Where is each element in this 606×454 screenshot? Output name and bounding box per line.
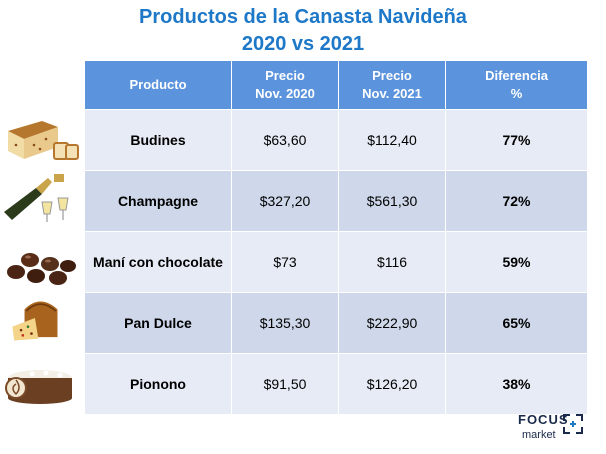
- header-precio-2021: Precio Nov. 2021: [338, 60, 446, 110]
- cell-diferencia: 72%: [445, 170, 588, 232]
- cell-precio-2020: $73: [231, 231, 339, 293]
- price-table: Producto Precio Nov. 2020 Precio Nov. 2021…: [84, 60, 588, 415]
- cell-precio-2020: $63,60: [231, 109, 339, 171]
- cell-producto: Pionono: [84, 353, 232, 415]
- cell-diferencia: 38%: [445, 353, 588, 415]
- cell-precio-2021: $561,30: [338, 170, 446, 232]
- table-row: Budines $63,60 $112,40 77%: [84, 109, 588, 171]
- pan-dulce-icon: [12, 301, 58, 341]
- cell-diferencia: 65%: [445, 292, 588, 354]
- cell-producto: Pan Dulce: [84, 292, 232, 354]
- cell-precio-2020: $135,30: [231, 292, 339, 354]
- cell-producto: Budines: [84, 109, 232, 171]
- table-row: Pan Dulce $135,30 $222,90 65%: [84, 292, 588, 354]
- header-diferencia: Diferencia%: [445, 60, 588, 110]
- cell-diferencia: 77%: [445, 109, 588, 171]
- table-row: Champagne $327,20 $561,30 72%: [84, 170, 588, 232]
- table-header-row: Producto Precio Nov. 2020 Precio Nov. 2021…: [84, 60, 588, 110]
- table-row: Pionono $91,50 $126,20 38%: [84, 353, 588, 415]
- cell-precio-2021: $112,40: [338, 109, 446, 171]
- cell-precio-2021: $222,90: [338, 292, 446, 354]
- cell-precio-2020: $91,50: [231, 353, 339, 415]
- budin-icon: [8, 121, 79, 160]
- header-producto: Producto: [84, 60, 232, 110]
- cell-producto: Maní con chocolate: [84, 231, 232, 293]
- cell-diferencia: 59%: [445, 231, 588, 293]
- cell-precio-2021: $116: [338, 231, 446, 293]
- cell-precio-2020: $327,20: [231, 170, 339, 232]
- title-line-2: 2020 vs 2021: [241, 33, 365, 55]
- table-row: Maní con chocolate $73 $116 59%: [84, 231, 588, 293]
- focus-frame-icon: [563, 414, 583, 434]
- cell-producto: Champagne: [84, 170, 232, 232]
- logo-text-market: market: [522, 429, 556, 441]
- page-title: Productos de la Canasta Navideña 2020 vs…: [0, 4, 606, 58]
- pionono-icon: [5, 370, 72, 404]
- focus-market-logo: FOCUS market: [518, 410, 588, 448]
- header-precio-2020: Precio Nov. 2020: [231, 60, 339, 110]
- chocolate-icon: [7, 253, 76, 285]
- title-line-1: Productos de la Canasta Navideña: [139, 6, 467, 28]
- logo-text-focus: FOCUS: [518, 412, 569, 427]
- champagne-icon: [4, 174, 69, 222]
- cell-precio-2021: $126,20: [338, 353, 446, 415]
